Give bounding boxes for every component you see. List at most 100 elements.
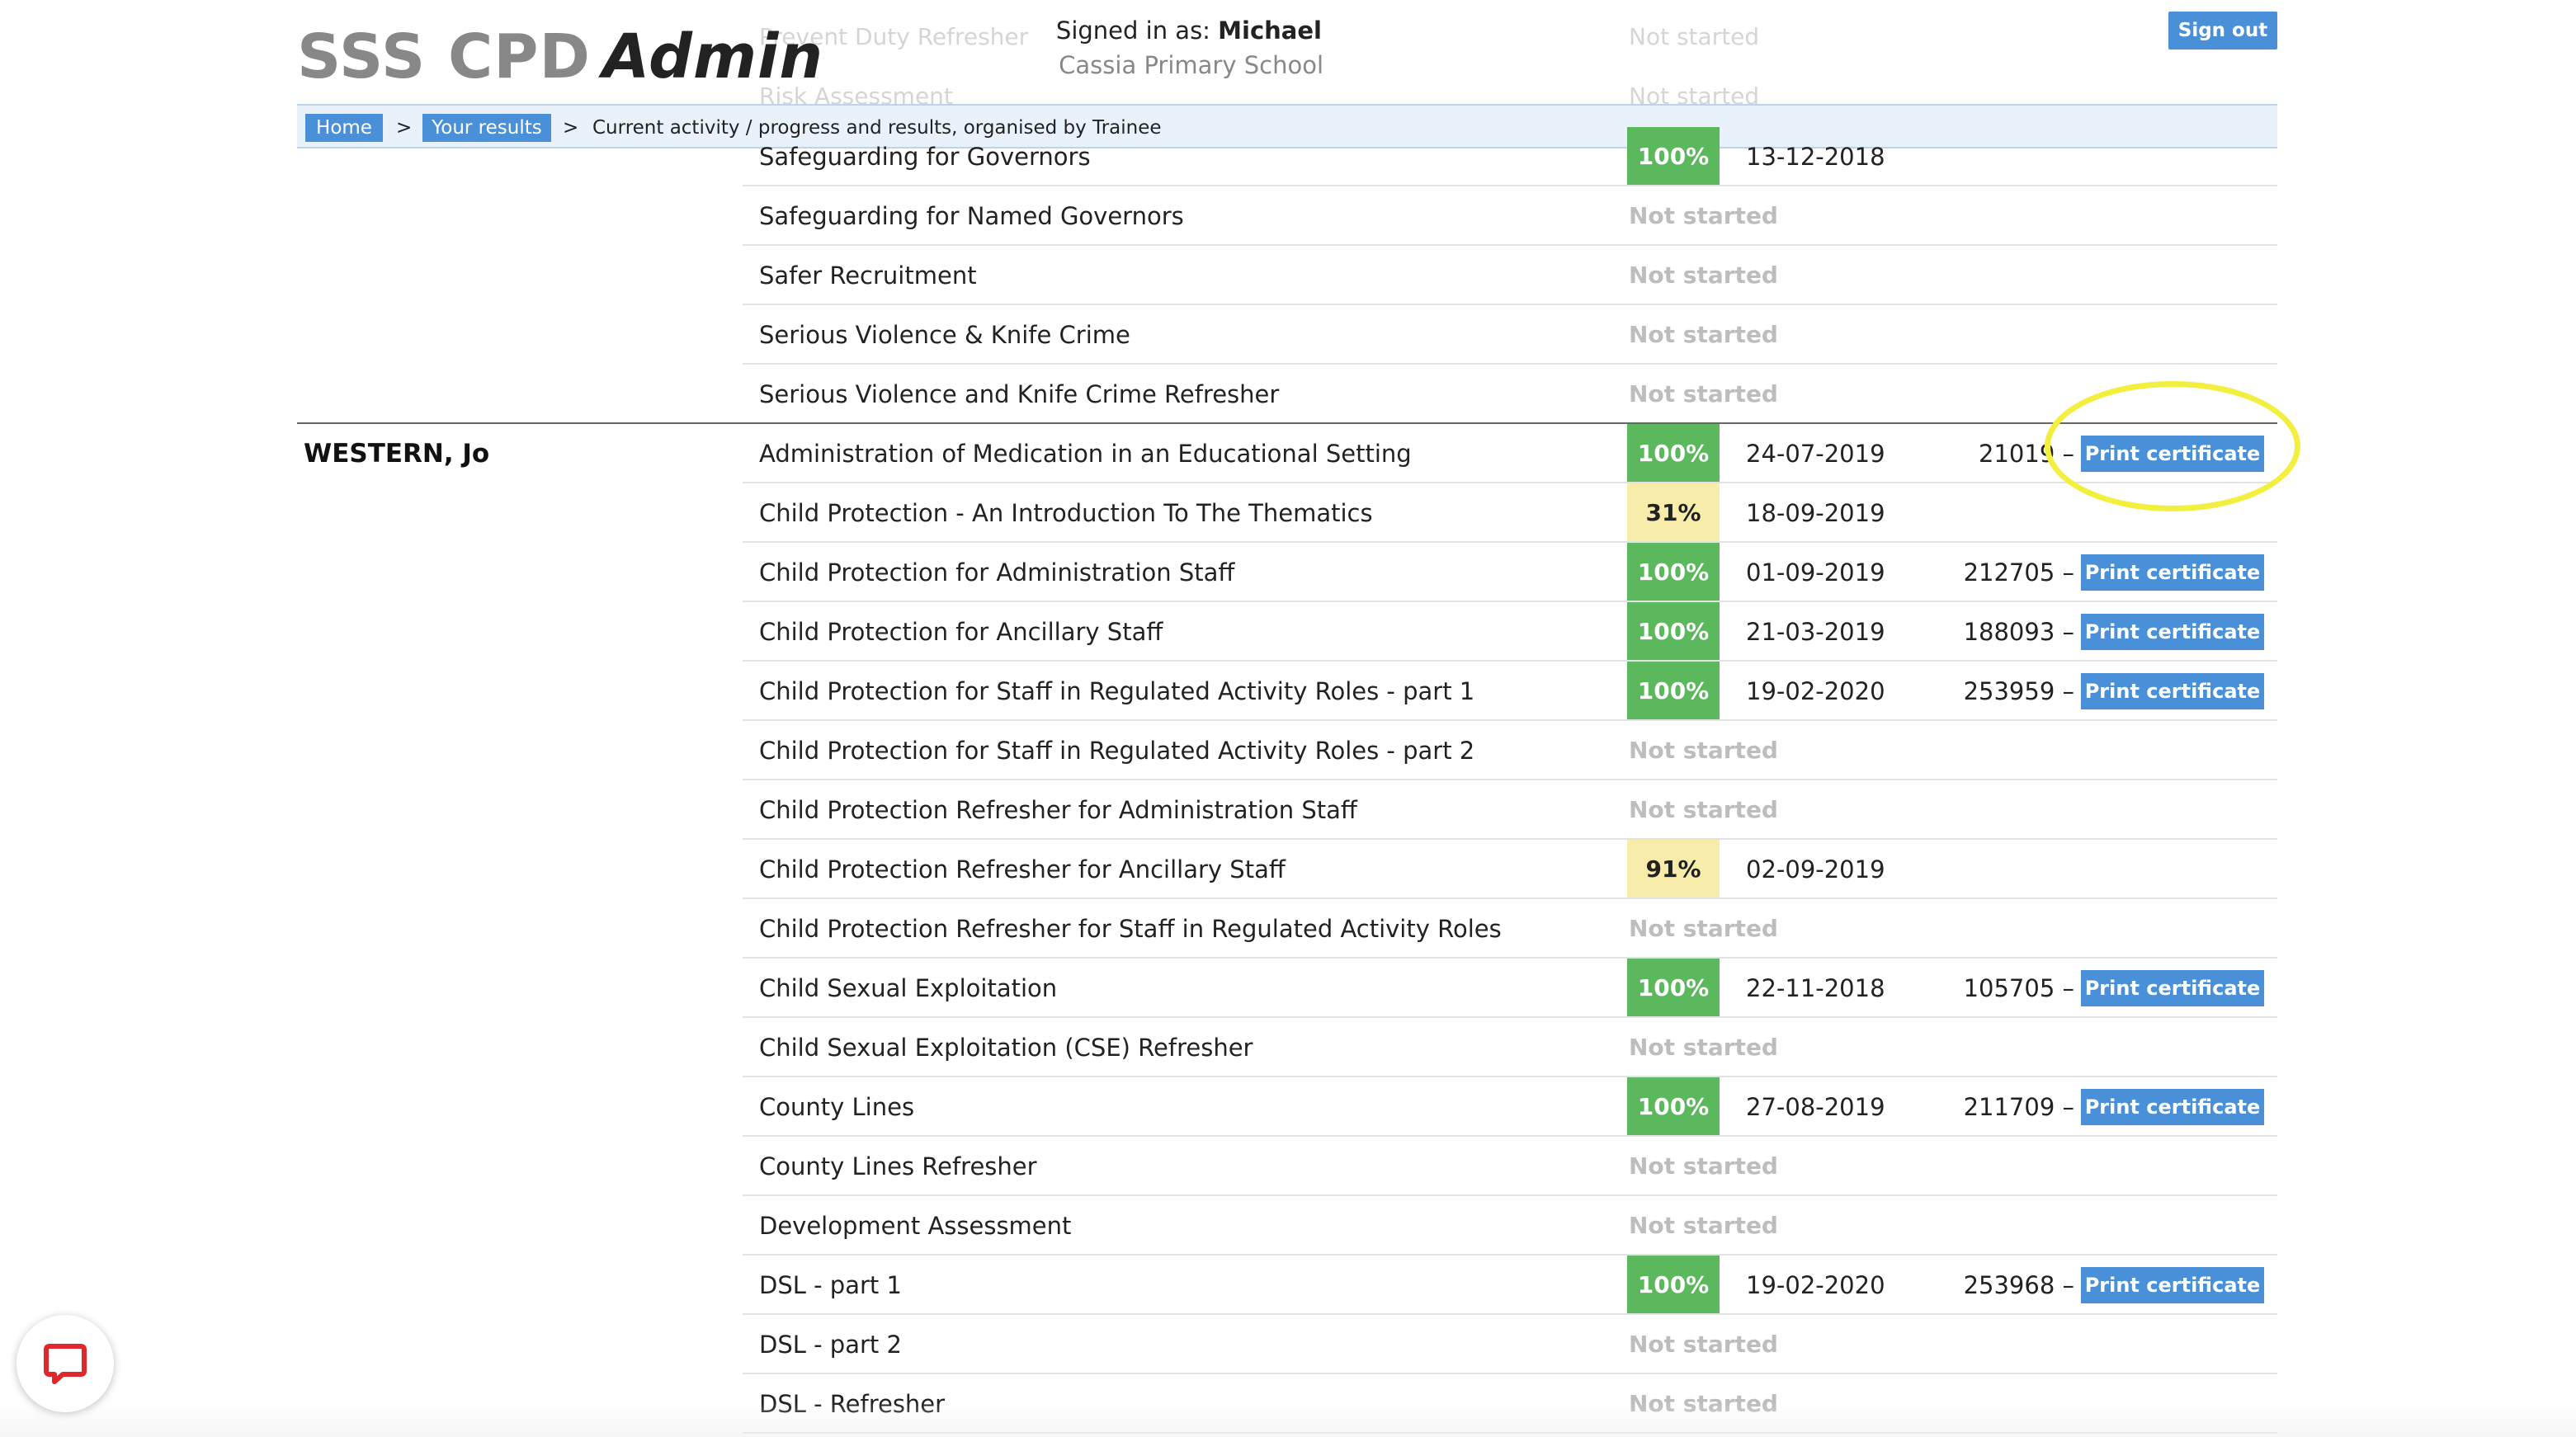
print-certificate-button[interactable]: Print certificate	[2081, 1089, 2264, 1125]
status-not-started: Not started	[1629, 1212, 1778, 1239]
row-divider	[743, 482, 2277, 483]
table-row: Safeguarding for Governors 100% 13-12-2018	[0, 127, 2576, 186]
table-row: Child Protection for Staff in Regulated …	[0, 721, 2576, 780]
course-name: DSL - part 1	[759, 1271, 902, 1299]
app-title-admin: Admin	[602, 21, 824, 92]
course-name: Safeguarding for Named Governors	[759, 202, 1184, 230]
table-row: Development Assessment Not started	[0, 1196, 2576, 1256]
status-not-started: Not started	[1629, 796, 1778, 823]
course-name: DSL - part 2	[759, 1331, 902, 1359]
row-divider	[743, 1135, 2277, 1137]
score-badge: 100%	[1627, 662, 1720, 719]
course-name: County Lines Refresher	[759, 1152, 1037, 1180]
table-row: DSL - part 1 100% 19-02-2020 253968 – Print …	[0, 1256, 2576, 1315]
status-not-started: Not started	[1629, 1331, 1778, 1358]
course-name: Safer Recruitment	[759, 261, 977, 290]
course-name: Development Assessment	[759, 1212, 1072, 1240]
certificate-number: 212705 –	[1963, 558, 2074, 587]
row-divider	[743, 1313, 2277, 1315]
table-row: Serious Violence & Knife Crime Not starte…	[0, 305, 2576, 365]
breadcrumb-current: Current activity / progress and results,…	[592, 117, 1162, 139]
score-badge: 100%	[1627, 543, 1720, 601]
table-row: Serious Violence and Knife Crime Refresh…	[0, 365, 2576, 424]
table-row: Child Protection for Ancillary Staff 100%…	[0, 602, 2576, 662]
certificate-id: 105705	[1963, 974, 2055, 1002]
faded-course-row: Prevent Duty Refresher	[759, 23, 1029, 50]
table-row: Safeguarding for Named Governors Not star…	[0, 186, 2576, 246]
sign-out-button[interactable]: Sign out	[2168, 12, 2277, 49]
course-name: Child Protection Refresher for Staff in …	[759, 915, 1502, 943]
school-name: Cassia Primary School	[1059, 51, 1323, 79]
certificate-number: 253959 –	[1963, 677, 2074, 705]
breadcrumb-separator: >	[563, 117, 579, 139]
table-row: Child Protection - An Introduction To Th…	[0, 483, 2576, 543]
certificate-number: 188093 –	[1963, 618, 2074, 646]
table-row: Child Sexual Exploitation 100% 22-11-2018 1…	[0, 959, 2576, 1018]
completion-date: 22-11-2018	[1746, 974, 1885, 1002]
status-not-started: Not started	[1629, 202, 1778, 229]
status-not-started: Not started	[1629, 261, 1778, 289]
table-row: Child Protection Refresher for Ancillary…	[0, 840, 2576, 899]
certificate-id: 253959	[1963, 677, 2055, 705]
course-name: Child Sexual Exploitation	[759, 974, 1058, 1002]
row-divider	[743, 601, 2277, 602]
completion-date: 21-03-2019	[1746, 618, 1885, 646]
course-name: Child Protection for Ancillary Staff	[759, 618, 1163, 646]
completion-date: 19-02-2020	[1746, 677, 1885, 705]
row-divider	[743, 244, 2277, 246]
print-certificate-button[interactable]: Print certificate	[2081, 554, 2264, 591]
table-row: Child Protection Refresher for Administr…	[0, 780, 2576, 840]
row-divider	[743, 363, 2277, 365]
score-badge: 100%	[1627, 1077, 1720, 1135]
breadcrumb-home-link[interactable]: Home	[305, 114, 383, 142]
table-row: Child Protection for Staff in Regulated …	[0, 662, 2576, 721]
chat-bubble-icon	[44, 1344, 87, 1384]
score-badge: 100%	[1627, 127, 1720, 185]
faded-status: Not started	[1629, 23, 1760, 50]
certificate-number: 105705 –	[1963, 974, 2074, 1002]
row-divider	[743, 660, 2277, 662]
print-certificate-button[interactable]: Print certificate	[2081, 673, 2264, 709]
certificate-id: 253968	[1963, 1271, 2055, 1299]
score-badge: 31%	[1627, 483, 1720, 541]
print-certificate-button[interactable]: Print certificate	[2081, 614, 2264, 650]
status-not-started: Not started	[1629, 915, 1778, 942]
app-title-main: SSS CPD	[297, 21, 591, 92]
completion-date: 01-09-2019	[1746, 558, 1885, 587]
row-divider	[743, 957, 2277, 959]
score-badge: 100%	[1627, 424, 1720, 482]
course-name: Child Protection for Administration Staf…	[759, 558, 1235, 587]
row-divider	[743, 1194, 2277, 1196]
score-badge: 100%	[1627, 959, 1720, 1016]
course-name: Safeguarding for Governors	[759, 143, 1091, 171]
course-name: Serious Violence & Knife Crime	[759, 321, 1130, 349]
print-certificate-button[interactable]: Print certificate	[2081, 1267, 2264, 1303]
completion-date: 24-07-2019	[1746, 440, 1885, 468]
completion-date: 02-09-2019	[1746, 855, 1885, 883]
course-name: Serious Violence and Knife Crime Refresh…	[759, 380, 1280, 408]
table-row: Child Protection for Administration Staf…	[0, 543, 2576, 602]
breadcrumb-separator: >	[396, 117, 413, 139]
table-row: Child Protection Refresher for Staff in …	[0, 899, 2576, 959]
course-name: Administration of Medication in an Educa…	[759, 440, 1412, 468]
course-name: Child Protection for Staff in Regulated …	[759, 677, 1475, 705]
breadcrumb-results-link[interactable]: Your results	[422, 114, 551, 142]
bottom-fade	[0, 1402, 2576, 1437]
status-not-started: Not started	[1629, 1034, 1778, 1061]
print-certificate-button[interactable]: Print certificate	[2081, 970, 2264, 1006]
chat-button[interactable]	[17, 1315, 114, 1412]
certificate-id: 21019	[1979, 440, 2055, 468]
completion-date: 19-02-2020	[1746, 1271, 1885, 1299]
course-name: Child Protection Refresher for Administr…	[759, 796, 1357, 824]
score-badge: 91%	[1627, 840, 1720, 898]
signed-in-label: Signed in as:	[1055, 16, 1210, 45]
row-divider	[743, 185, 2277, 186]
row-divider	[743, 838, 2277, 840]
highlight-circle	[2045, 381, 2300, 511]
certificate-id: 188093	[1963, 618, 2055, 646]
course-name: Child Protection Refresher for Ancillary…	[759, 855, 1286, 883]
table-row: County Lines 100% 27-08-2019 211709 – Print …	[0, 1077, 2576, 1137]
row-divider	[743, 304, 2277, 305]
course-name: Child Sexual Exploitation (CSE) Refreshe…	[759, 1034, 1253, 1062]
course-name: Child Protection for Staff in Regulated …	[759, 737, 1475, 765]
